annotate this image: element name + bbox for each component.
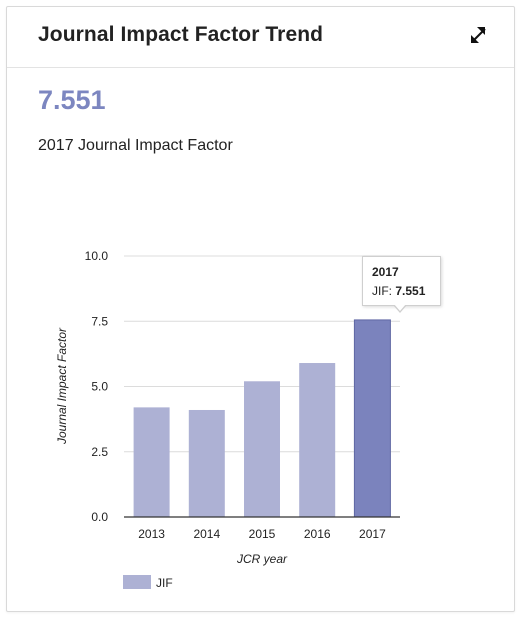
- x-tick-label: 2014: [193, 527, 220, 541]
- bar-2014[interactable]: [188, 409, 225, 517]
- x-tick-label: 2016: [304, 527, 331, 541]
- y-tick-label: 2.5: [91, 445, 108, 459]
- bar-2015[interactable]: [244, 381, 280, 517]
- legend-swatch: [123, 575, 151, 589]
- impact-factor-value: 7.551: [38, 85, 106, 115]
- bars: [133, 319, 391, 518]
- x-tick-label: 2013: [138, 527, 165, 541]
- x-tick-labels: 2013 2014 2015 2016 2017: [138, 527, 386, 541]
- bar-2016[interactable]: [299, 363, 336, 517]
- impact-factor-label: 2017 Journal Impact Factor: [38, 137, 233, 154]
- y-tick-labels: 0.0 2.5 5.0 7.5 10.0: [85, 249, 109, 524]
- tooltip-metric-label: JIF:: [372, 284, 396, 298]
- y-tick-label: 5.0: [91, 380, 108, 394]
- legend[interactable]: JIF: [123, 575, 173, 590]
- y-axis-label: Journal Impact Factor: [55, 327, 69, 445]
- y-tick-label: 0.0: [91, 510, 108, 524]
- bar-tooltip: 2017 JIF: 7.551: [362, 256, 441, 313]
- y-tick-label: 10.0: [85, 249, 109, 263]
- card-header: Journal Impact Factor Trend: [7, 7, 514, 68]
- x-tick-label: 2015: [249, 527, 276, 541]
- bar-2013[interactable]: [133, 407, 170, 517]
- tooltip-pointer: [393, 304, 407, 313]
- tooltip-metric-value: 7.551: [395, 284, 426, 298]
- tooltip-metric: JIF: 7.551: [372, 282, 440, 301]
- x-tick-label: 2017: [359, 527, 386, 541]
- legend-label: JIF: [156, 576, 173, 590]
- x-axis-label: JCR year: [236, 552, 288, 566]
- tooltip-year: 2017: [372, 265, 399, 279]
- y-tick-label: 7.5: [91, 314, 108, 328]
- card-title: Journal Impact Factor Trend: [38, 23, 324, 46]
- bar-2017[interactable]: [353, 319, 391, 518]
- expand-icon[interactable]: [469, 25, 489, 45]
